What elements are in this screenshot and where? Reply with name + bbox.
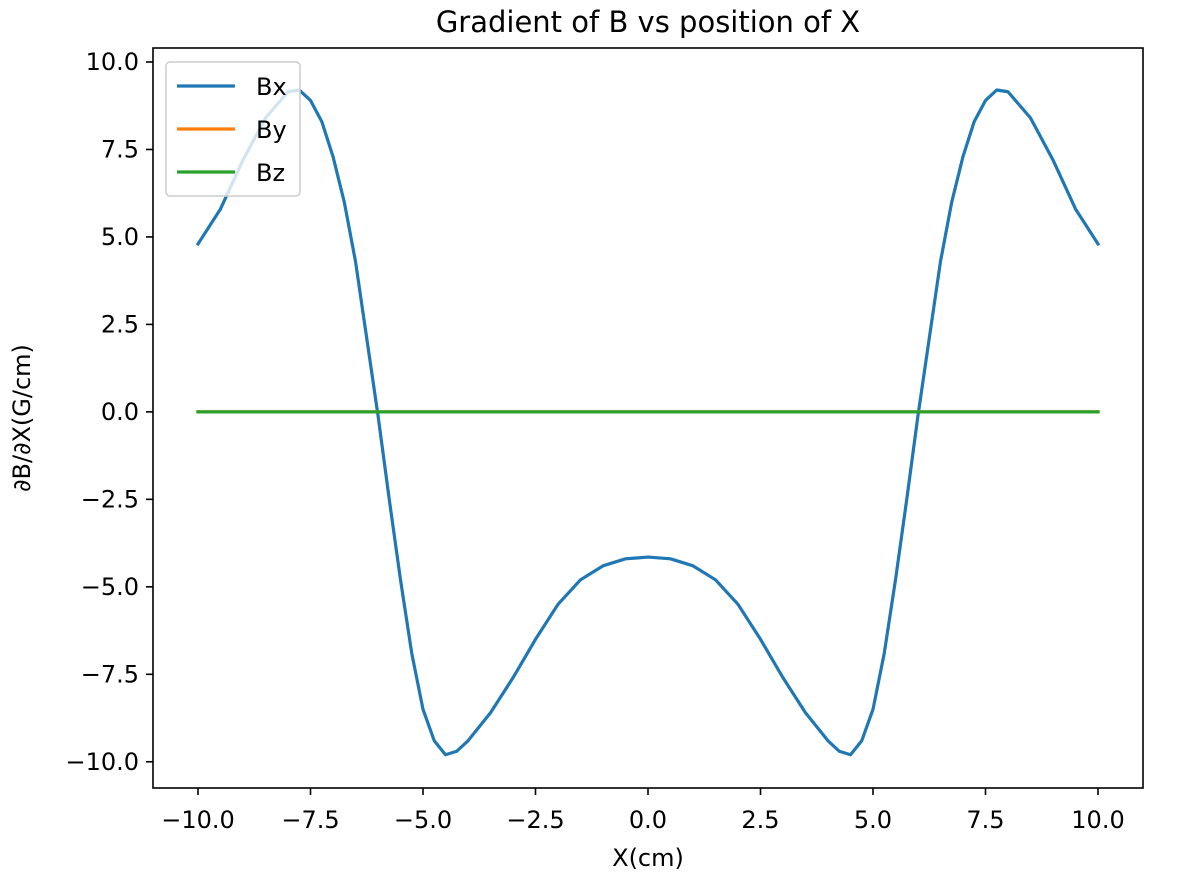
series-line-bx <box>195 88 1101 757</box>
x-tick-label: −2.5 <box>506 806 564 834</box>
y-axis-label: ∂B/∂X(G/cm) <box>8 344 36 492</box>
x-tick-label: −7.5 <box>281 806 339 834</box>
y-tick-label: 0.0 <box>101 398 139 426</box>
y-tick-label: 5.0 <box>101 223 139 251</box>
legend: Bx By Bz <box>165 61 301 197</box>
y-tick-label: −2.5 <box>81 485 139 513</box>
x-tick-label: 0.0 <box>629 806 667 834</box>
plot-layer <box>195 88 1101 757</box>
y-tick-label: −7.5 <box>81 660 139 688</box>
legend-label-bx: Bx <box>256 73 287 101</box>
y-tick-label: 2.5 <box>101 310 139 338</box>
y-tick-label: −10.0 <box>65 748 139 776</box>
y-tick-label: 7.5 <box>101 135 139 163</box>
x-tick-label: −5.0 <box>394 806 452 834</box>
legend-label-bz: Bz <box>256 159 285 187</box>
x-tick-label: −10.0 <box>161 806 235 834</box>
x-axis-label: X(cm) <box>612 844 684 872</box>
chart-title: Gradient of B vs position of X <box>436 5 860 39</box>
x-axis-ticks: −10.0 −7.5 −5.0 −2.5 0.0 2.5 5.0 7.5 10.0 <box>161 788 1125 834</box>
x-tick-label: 5.0 <box>854 806 892 834</box>
y-tick-label: 10.0 <box>86 48 139 76</box>
plot-frame <box>152 47 1144 789</box>
legend-label-by: By <box>256 116 287 144</box>
y-tick-label: −5.0 <box>81 573 139 601</box>
x-tick-label: 10.0 <box>1071 806 1124 834</box>
y-axis-ticks: 10.0 7.5 5.0 2.5 0.0 −2.5 −5.0 −7.5 −10.0 <box>65 48 153 776</box>
x-tick-label: 7.5 <box>966 806 1004 834</box>
x-tick-label: 2.5 <box>741 806 779 834</box>
